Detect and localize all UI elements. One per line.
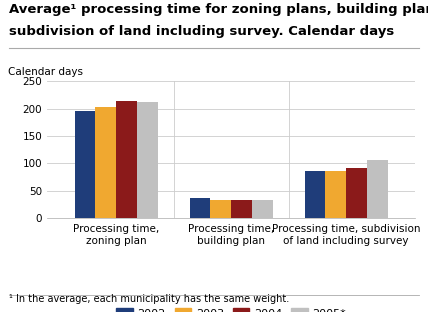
Bar bbox=[75, 111, 95, 218]
Text: subdivision of land including survey. Calendar days: subdivision of land including survey. Ca… bbox=[9, 25, 394, 38]
Bar bbox=[137, 102, 158, 218]
Bar bbox=[95, 107, 116, 218]
Text: ¹ In the average, each municipality has the same weight.: ¹ In the average, each municipality has … bbox=[9, 294, 289, 304]
Bar bbox=[367, 160, 388, 218]
Bar bbox=[190, 197, 211, 218]
Bar bbox=[211, 200, 231, 218]
Bar bbox=[325, 171, 346, 218]
Bar bbox=[252, 200, 273, 218]
Bar bbox=[346, 168, 367, 218]
Text: Average¹ processing time for zoning plans, building plans and: Average¹ processing time for zoning plan… bbox=[9, 3, 428, 16]
Legend: 2002, 2003, 2004, 2005*: 2002, 2003, 2004, 2005* bbox=[112, 304, 350, 312]
Text: Calendar days: Calendar days bbox=[9, 67, 83, 77]
Bar bbox=[305, 171, 325, 218]
Bar bbox=[116, 101, 137, 218]
Bar bbox=[231, 200, 252, 218]
